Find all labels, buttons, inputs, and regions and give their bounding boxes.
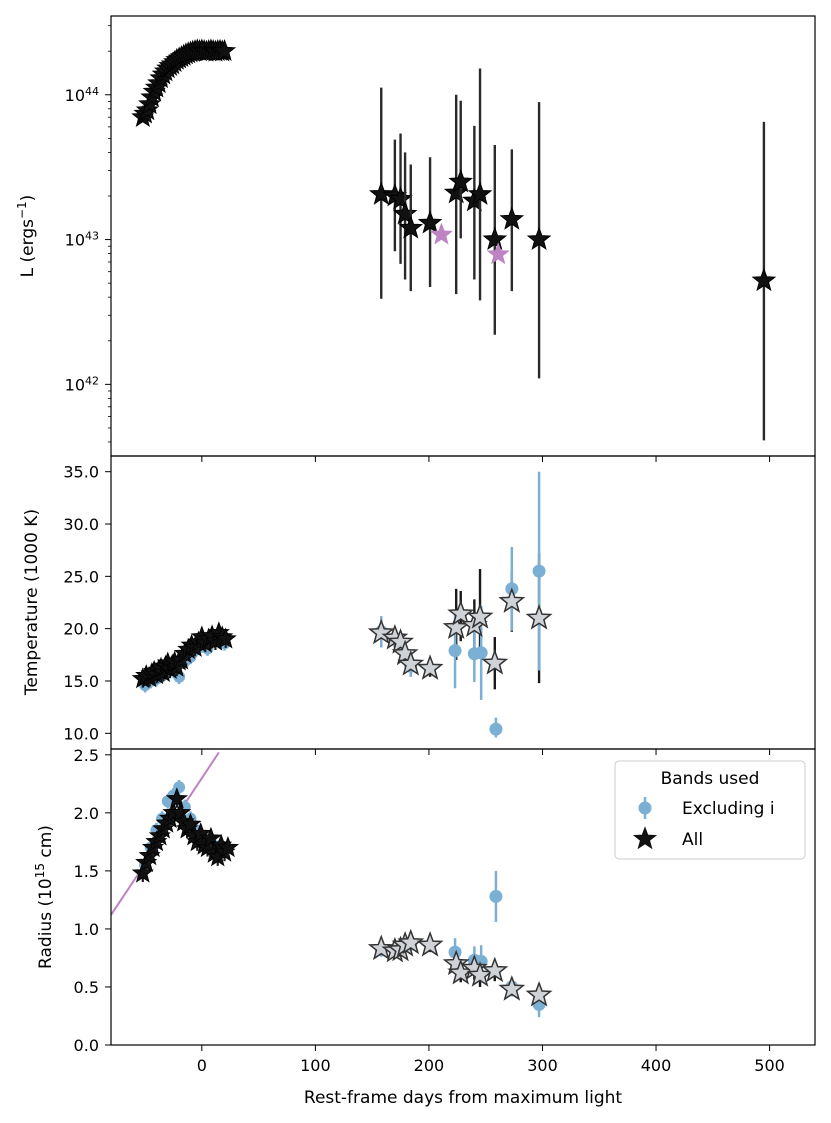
luminosity-panel: 1042 1043 1044 L (ergs−1) bbox=[15, 15, 816, 462]
temperature-dot-excluding-i-late bbox=[448, 644, 462, 658]
temperature-star-late bbox=[498, 587, 526, 613]
temperature-star-late bbox=[481, 649, 509, 675]
luminosity-star-early bbox=[213, 39, 237, 62]
temperature-star-late bbox=[416, 654, 444, 680]
radius-axis-ticks: 0.0 0.5 1.0 1.5 2.0 2.5 0 100 200 300 400 500 bbox=[74, 746, 785, 1075]
legend-entry-all: All bbox=[632, 826, 703, 850]
temperature-star-late bbox=[387, 628, 414, 654]
radius-dot-excluding-i-late bbox=[489, 889, 503, 903]
luminosity-star-late bbox=[499, 206, 525, 230]
luminosity-ylabel: L (ergs−1) bbox=[15, 195, 38, 278]
luminosity-star-late bbox=[368, 181, 394, 205]
radius-ylabel: Radius (1015 cm) bbox=[33, 825, 56, 969]
temperature-frame bbox=[110, 455, 816, 750]
radius-ytick-label: 0.0 bbox=[74, 1036, 99, 1055]
radius-xtick-label: 400 bbox=[641, 1056, 672, 1075]
radius-star-late bbox=[416, 931, 444, 957]
radius-star-early bbox=[189, 822, 212, 844]
luminosity-plot-area bbox=[131, 38, 777, 441]
radius-star-early bbox=[169, 801, 192, 823]
luminosity-ytick-label: 1042 bbox=[65, 374, 99, 395]
temperature-ytick-label: 30.0 bbox=[63, 515, 99, 534]
temperature-dot-excluding-i-late bbox=[532, 564, 546, 578]
luminosity-star-late bbox=[751, 267, 777, 292]
luminosity-ytick-label: 1044 bbox=[65, 84, 99, 105]
temperature-ytick-label: 20.0 bbox=[63, 620, 99, 639]
temperature-star-late bbox=[397, 650, 425, 676]
luminosity-star-late bbox=[526, 226, 552, 251]
temperature-dot-excluding-i-late bbox=[489, 722, 503, 736]
temperature-panel: 10.0 15.0 20.0 25.0 30.0 35.0 Temperature (10… bbox=[22, 455, 816, 755]
radius-xtick-label: 500 bbox=[754, 1056, 785, 1075]
temperature-ylabel: Temperature (1000 K) bbox=[22, 509, 42, 696]
radius-ytick-label: 1.5 bbox=[74, 862, 99, 881]
luminosity-star-late bbox=[392, 201, 418, 225]
radius-star-early bbox=[216, 836, 240, 858]
temperature-dot-excluding-i-late bbox=[474, 646, 488, 660]
legend-marker-excluding-i bbox=[638, 801, 652, 815]
legend-label-all: All bbox=[682, 830, 703, 850]
luminosity-star-late bbox=[448, 169, 474, 193]
temperature-ytick-label: 35.0 bbox=[63, 463, 99, 482]
temperature-plot-area bbox=[131, 471, 553, 738]
radius-star-late bbox=[525, 980, 553, 1007]
legend-marker-all bbox=[632, 826, 658, 850]
radius-ytick-label: 1.0 bbox=[74, 920, 99, 939]
radius-star-late bbox=[481, 956, 509, 983]
legend: Bands used Excluding i All bbox=[614, 760, 806, 860]
luminosity-star-late bbox=[467, 181, 493, 205]
luminosity-star-late bbox=[417, 210, 443, 234]
luminosity-star-late bbox=[398, 215, 424, 239]
x-axis-label: Rest-frame days from maximum light bbox=[304, 1088, 623, 1108]
radius-plot-area bbox=[111, 751, 553, 1018]
radius-ytick-label: 0.5 bbox=[74, 978, 99, 997]
radius-star-late bbox=[498, 975, 526, 1001]
luminosity-star-late bbox=[388, 186, 413, 210]
legend-title: Bands used bbox=[661, 769, 760, 789]
temperature-star-late bbox=[391, 639, 419, 666]
luminosity-star-excluding-i bbox=[429, 222, 454, 245]
radius-xtick-label: 300 bbox=[527, 1056, 558, 1075]
radius-star-late bbox=[367, 934, 395, 961]
radius-star-early bbox=[165, 787, 188, 809]
legend-label-excluding-i: Excluding i bbox=[682, 799, 775, 819]
radius-xtick-label: 100 bbox=[300, 1056, 331, 1075]
legend-box bbox=[614, 760, 806, 860]
temperature-star-late bbox=[525, 604, 553, 630]
radius-xtick-label: 0 bbox=[197, 1056, 207, 1075]
radius-xtick-label: 200 bbox=[414, 1056, 445, 1075]
radius-frame bbox=[110, 748, 816, 1046]
radius-panel: 0.0 0.5 1.0 1.5 2.0 2.5 0 100 200 300 400 500 Radiu… bbox=[33, 746, 816, 1075]
temperature-star-late bbox=[447, 599, 475, 626]
luminosity-ytick-label: 1043 bbox=[65, 229, 99, 250]
luminosity-star-late bbox=[382, 183, 408, 207]
temperature-ytick-label: 10.0 bbox=[63, 724, 99, 743]
radius-star-early bbox=[199, 826, 222, 848]
luminosity-star-late bbox=[482, 226, 508, 251]
radius-dot-excluding-i-early bbox=[173, 781, 186, 794]
legend-entry-excluding-i: Excluding i bbox=[638, 797, 775, 819]
temperature-ytick-label: 25.0 bbox=[63, 567, 99, 586]
temperature-ytick-label: 15.0 bbox=[63, 672, 99, 691]
radius-star-early bbox=[179, 812, 202, 834]
luminosity-star-excluding-i bbox=[486, 242, 510, 265]
radius-ytick-label: 2.0 bbox=[74, 804, 99, 823]
radius-star-late bbox=[397, 928, 425, 955]
luminosity-frame bbox=[110, 15, 816, 457]
radius-ytick-label: 2.5 bbox=[74, 746, 99, 765]
temperature-star-late bbox=[367, 618, 395, 645]
luminosity-axis-ticks: 1042 1043 1044 bbox=[65, 25, 771, 462]
temperature-star-early bbox=[214, 627, 237, 649]
temperature-star-late bbox=[466, 603, 494, 629]
temperature-axis-ticks: 10.0 15.0 20.0 25.0 30.0 35.0 bbox=[63, 463, 771, 755]
